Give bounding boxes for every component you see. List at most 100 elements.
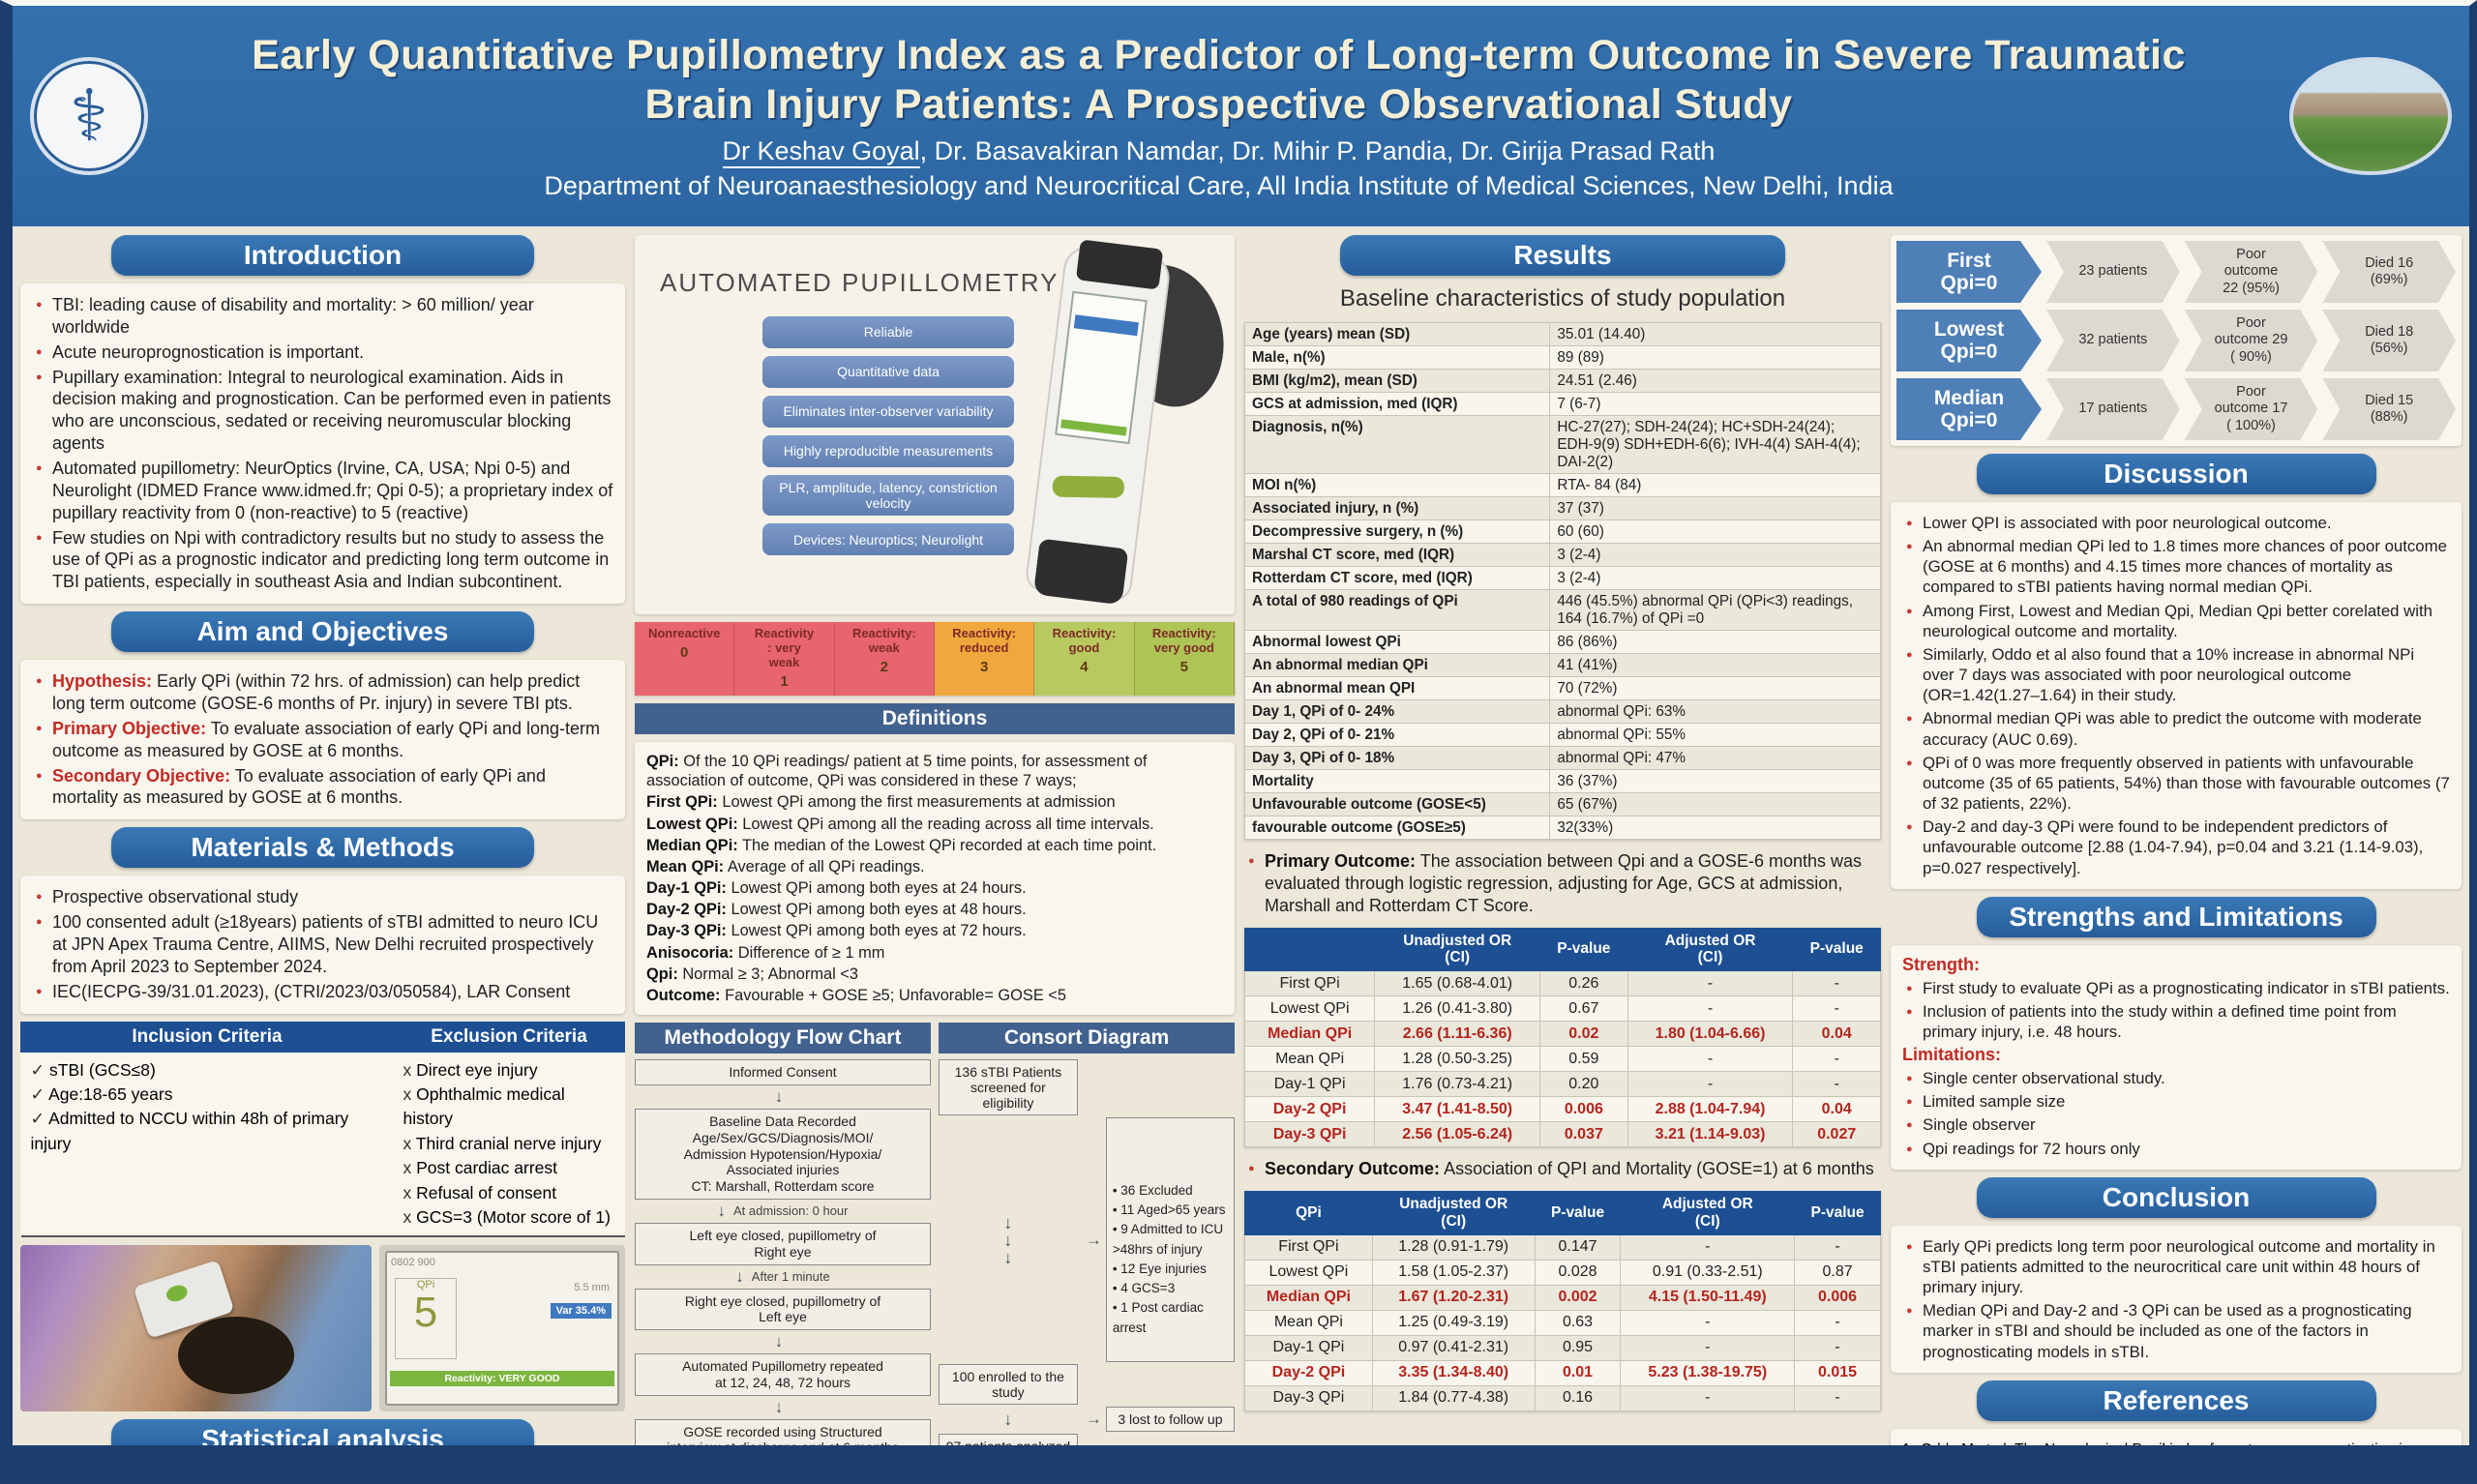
definition-item: Day-2 QPi: Lowest QPi among both eyes at…: [646, 900, 1223, 919]
p-value: -: [1794, 1233, 1881, 1261]
excluded-list: 36 Excluded11 Aged>65 years9 Admitted to…: [1113, 1142, 1228, 1338]
list-item: Pupillary examination: Integral to neuro…: [32, 367, 613, 455]
stats-list: Sample size: Considering a prevalence of…: [32, 1478, 613, 1484]
p-value: 0.20: [1539, 1071, 1628, 1098]
row-value: 32(33%): [1549, 816, 1881, 840]
reference-text: Oddo M et al. The Neurological Pupil ind…: [1920, 1440, 2411, 1477]
p-value: -: [1794, 1334, 1881, 1361]
table-row: Day-3 QPi 1.84 (0.77-4.38) 0.16 - -: [1244, 1384, 1881, 1411]
consort-diagram: Consort Diagram 136 sTBI Patients screen…: [939, 1023, 1235, 1445]
excluded-item: 9 Admitted to ICU >48hrs of injury: [1113, 1220, 1228, 1260]
unadjusted-or: 1.65 (0.68-4.01): [1374, 970, 1541, 997]
scale-cell: Reactivity: good 4: [1034, 622, 1135, 697]
definition-item: First QPi: Lowest QPi among the first me…: [646, 792, 1223, 812]
table-row: An abnormal median QPi 41 (41%): [1243, 653, 1881, 677]
table-row: Unfavourable outcome (GOSE<5) 65 (67%): [1243, 792, 1881, 816]
primary-outcome-regression-table: Unadjusted OR (CI) P-value Adjusted OR (…: [1243, 927, 1881, 1148]
definition-term: Day-3 QPi:: [646, 922, 727, 940]
table-row: MOI n(%) RTA- 84 (84): [1243, 473, 1881, 497]
exclusion-item: Post cardiac arrest: [403, 1156, 614, 1180]
adjusted-or: 4.15 (1.50-11.49): [1620, 1284, 1796, 1311]
adjusted-or: 3.21 (1.14-9.03): [1626, 1121, 1794, 1148]
flow-step-poor-outcome: Poor outcome 22 (95%): [2185, 241, 2318, 303]
p-value: 0.63: [1534, 1309, 1622, 1336]
flowchart-arrow: ↓: [635, 1396, 931, 1419]
unadjusted-or: 1.28 (0.50-3.25): [1374, 1046, 1541, 1073]
list-item: Few studies on Npi with contradictory re…: [32, 527, 613, 594]
discussion-box: Lower QPI is associated with poor neurol…: [1891, 502, 2462, 889]
row-label: Associated injury, n (%): [1243, 496, 1551, 520]
definition-term: Day-1 QPi:: [646, 879, 727, 898]
references-box: 1. Oddo M et al. The Neurological Pupil i…: [1891, 1428, 2462, 1477]
table-row: Diagnosis, n(%) HC-27(27); SDH-24(24); HC…: [1243, 415, 1881, 474]
reactivity-scale: Nonreactive 0 Reactivity : very weak 1 React…: [635, 622, 1235, 697]
scale-value: 3: [979, 658, 989, 675]
table-row: Lowest QPi 1.26 (0.41-3.80) 0.67 - -: [1243, 995, 1881, 1023]
pupil-size-value: 5.5 mm: [574, 1282, 610, 1294]
table-row: An abnormal mean QPI 70 (72%): [1243, 676, 1881, 700]
variation-chip: Var 35.4%: [550, 1303, 612, 1320]
scale-cell: Reactivity: reduced 3: [934, 622, 1035, 697]
flowchart-step: Informed Consent ↓: [635, 1059, 931, 1109]
photos-row: 0802 900 QPi 5 5.5 mm Var 35.4% Reactivi…: [20, 1245, 625, 1412]
screen-timestamp: 0802 900: [391, 1257, 435, 1269]
unadjusted-or: 1.84 (0.77-4.38): [1371, 1384, 1536, 1411]
p-value: 0.02: [1539, 1021, 1628, 1048]
definition-item: Median QPi: The median of the Lowest QPi…: [646, 836, 1223, 855]
aiims-logo-icon: ⚕: [30, 57, 148, 175]
p-value: 0.04: [1792, 1096, 1881, 1123]
definition-term: Outcome:: [646, 986, 721, 1004]
flowchart-header: Methodology Flow Chart: [635, 1023, 931, 1054]
flowchart-box: GOSE recorded using Structured interview…: [635, 1418, 931, 1445]
arrow-label: After 1 minute: [751, 1269, 830, 1284]
column-2: AUTOMATED PUPILLOMETRY Reliable Quantitat…: [635, 235, 1235, 1445]
figure-title: AUTOMATED PUPILLOMETRY: [660, 268, 1059, 297]
section-header-conclusion: Conclusion: [1976, 1176, 2376, 1218]
column-4: First Qpi=0 23 patients Poor outcome 22 …: [1891, 235, 2462, 1477]
strength-label: Strength:: [1902, 954, 1980, 974]
p-value: 0.87: [1794, 1259, 1881, 1286]
exclusion-item: Refusal of consent: [403, 1181, 614, 1205]
title-line-2: Brain Injury Patients: A Prospective Obs…: [644, 80, 1793, 128]
table-row: Day 2, QPi of 0- 21% abnormal QPi: 55%: [1243, 723, 1881, 747]
flow-step-died: Died 15 (88%): [2322, 378, 2456, 440]
list-item: An abnormal median QPi led to 1.8 times …: [1902, 536, 2450, 597]
table-row: Day-2 QPi 3.35 (1.34-8.40) 0.01 5.23 (1.…: [1244, 1359, 1881, 1386]
list-item: Limited sample size: [1902, 1091, 2450, 1112]
definition-item: Lowest QPi: Lowest QPi among all the rea…: [646, 815, 1223, 834]
table-row: GCS at admission, med (IQR) 7 (6-7): [1243, 392, 1881, 416]
list-item: First study to evaluate QPi as a prognos…: [1902, 978, 2450, 998]
list-item: Prospective observational study: [32, 886, 613, 908]
unadjusted-or: 1.76 (0.73-4.21): [1374, 1071, 1541, 1098]
section-header-strengths: Strengths and Limitations: [1976, 896, 2376, 937]
p-value: 0.59: [1539, 1046, 1628, 1073]
flowchart-step: GOSE recorded using Structured interview…: [635, 1418, 931, 1445]
methods-box: Prospective observational study 100 conse…: [20, 876, 625, 1014]
row-label: Rotterdam CT score, med (IQR): [1243, 566, 1551, 590]
qpi-name: Median QPi: [1243, 1021, 1376, 1048]
definition-term: Mean QPi:: [646, 857, 725, 876]
flow-step-patients: 23 patients: [2046, 241, 2180, 303]
col-header: Unadjusted OR (CI): [1374, 927, 1541, 972]
flow-row: First Qpi=0 23 patients Poor outcome 22 …: [1896, 241, 2456, 303]
row-label: Diagnosis, n(%): [1243, 415, 1551, 474]
qpi-name: Day-2 QPi: [1243, 1096, 1376, 1123]
flowchart-box: Automated Pupillometry repeated at 12, 2…: [635, 1353, 931, 1396]
column-3: Results Baseline characteristics of stud…: [1243, 235, 1881, 1411]
strengths-limitations-box: Strength: First study to evaluate QPi as…: [1891, 944, 2462, 1170]
list-item: Early QPi predicts long term poor neurol…: [1902, 1236, 2450, 1297]
exclusion-list: Direct eye injuryOphthalmic medical hist…: [403, 1058, 614, 1231]
p-value: 0.027: [1792, 1121, 1881, 1148]
flowchart-arrow: ↓: [635, 1085, 931, 1109]
down-arrow-icon: ↓: [717, 1201, 726, 1220]
flow-step-poor-outcome: Poor outcome 17 ( 100%): [2185, 378, 2318, 440]
definitions-box: QPi: Of the 10 QPi readings/ patient at …: [635, 742, 1235, 1016]
definition-term: First QPi:: [646, 793, 718, 812]
flow-step-patients: 17 patients: [2046, 378, 2180, 440]
qpi-name: Lowest QPi: [1243, 995, 1376, 1023]
primary-outcome: Primary Outcome: The association between…: [1244, 847, 1881, 920]
table-row: Median QPi 1.67 (1.20-2.31) 0.002 4.15 (…: [1244, 1284, 1881, 1311]
list-item: TBI: leading cause of disability and mor…: [32, 294, 613, 339]
col-header: [1243, 927, 1376, 972]
col-header: Adjusted OR (CI): [1620, 1191, 1796, 1235]
